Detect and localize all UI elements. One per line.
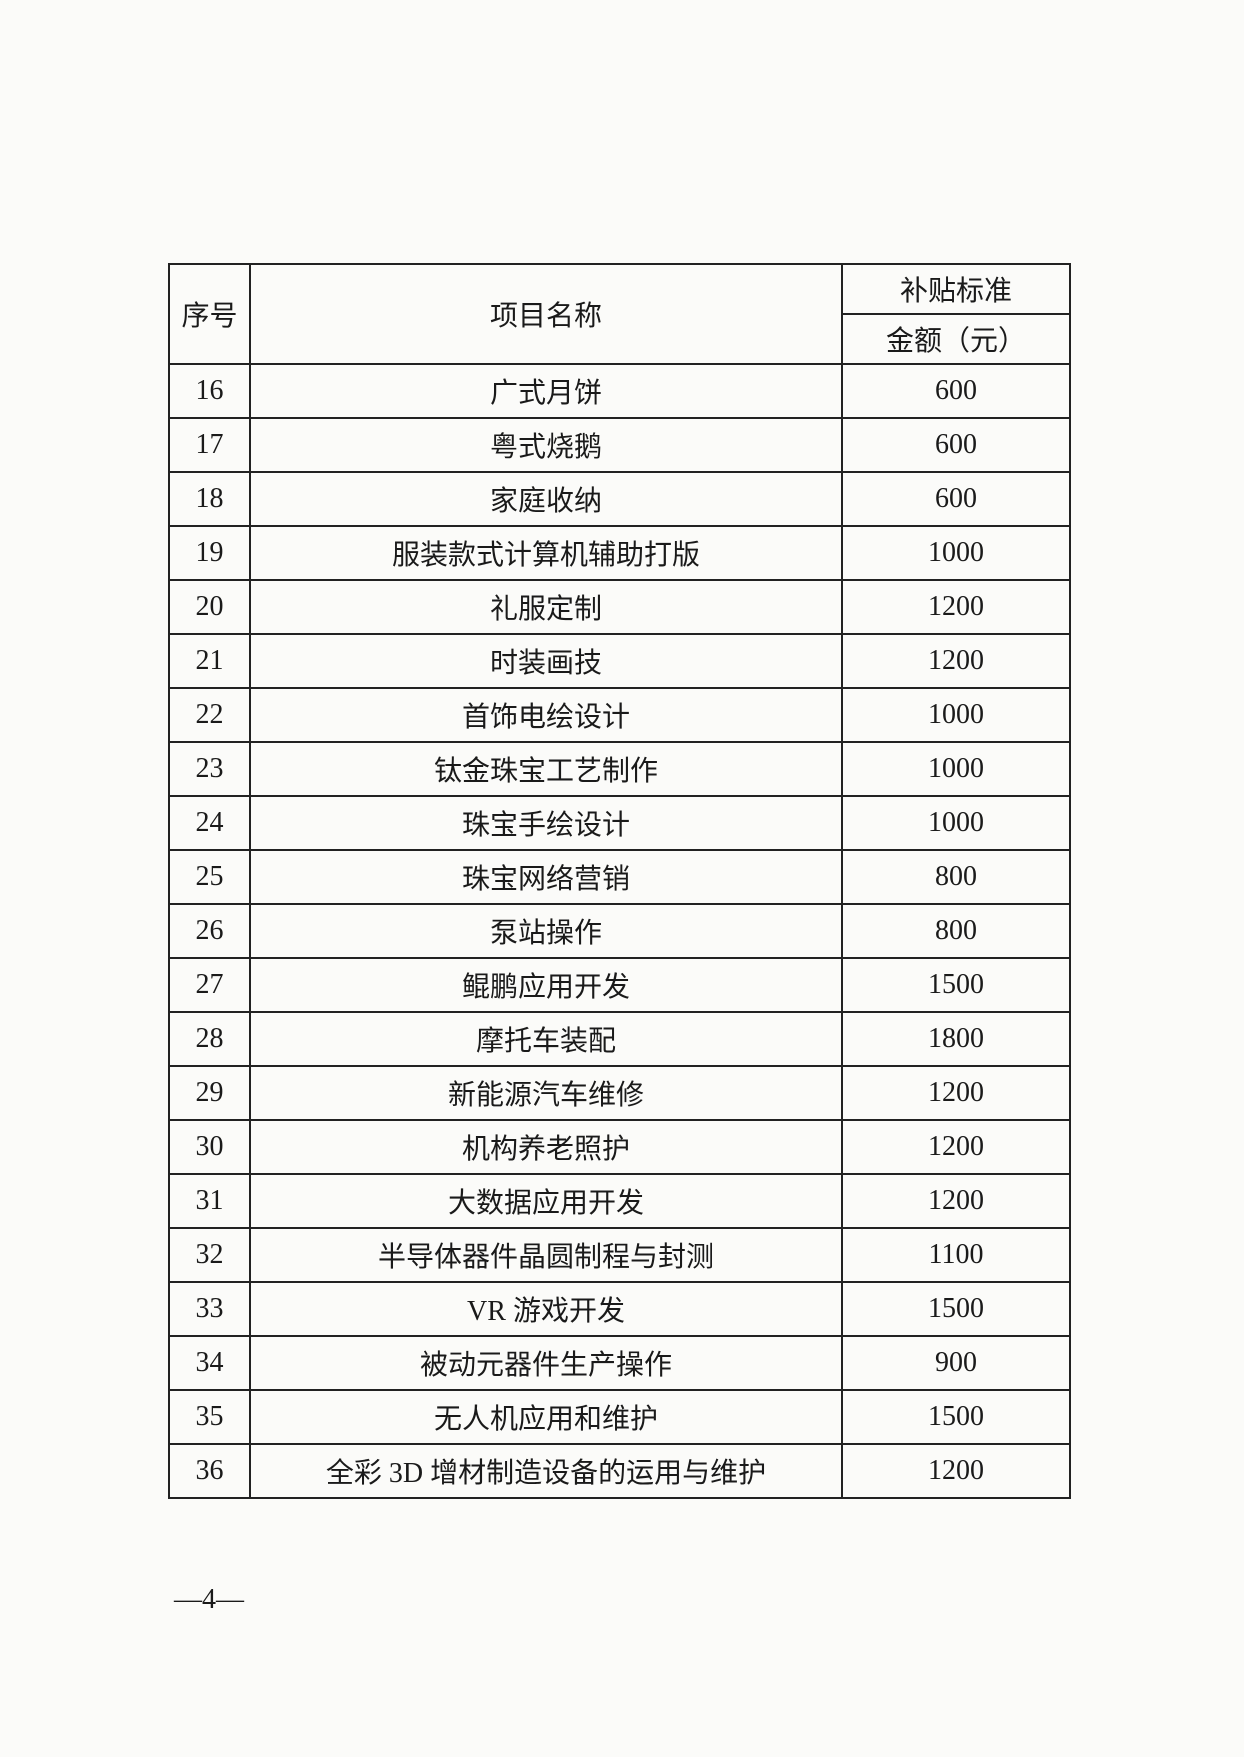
row-index: 25	[168, 849, 251, 905]
header-name: 项目名称	[249, 263, 843, 365]
table-row: 17 粤式烧鹅 600	[168, 417, 1071, 473]
row-amount: 1000	[841, 795, 1071, 851]
table-row: 20 礼服定制 1200	[168, 579, 1071, 635]
subsidy-table: 序号 项目名称 补贴标准 金额（元） 16 广式月饼 600 17 粤式烧鹅 600 18 家…	[168, 263, 1071, 1499]
table-row: 21 时装画技 1200	[168, 633, 1071, 689]
row-amount: 900	[841, 1335, 1071, 1391]
row-index: 26	[168, 903, 251, 959]
row-index: 17	[168, 417, 251, 473]
row-index: 24	[168, 795, 251, 851]
row-amount: 1200	[841, 579, 1071, 635]
table-row: 22 首饰电绘设计 1000	[168, 687, 1071, 743]
row-amount: 800	[841, 849, 1071, 905]
row-name: 无人机应用和维护	[249, 1389, 843, 1445]
row-name: 新能源汽车维修	[249, 1065, 843, 1121]
row-amount: 1200	[841, 1065, 1071, 1121]
table-row: 27 鲲鹏应用开发 1500	[168, 957, 1071, 1013]
row-name: 首饰电绘设计	[249, 687, 843, 743]
row-index: 28	[168, 1011, 251, 1067]
row-name: 全彩 3D 增材制造设备的运用与维护	[249, 1443, 843, 1499]
table-row: 31 大数据应用开发 1200	[168, 1173, 1071, 1229]
row-amount: 1500	[841, 957, 1071, 1013]
row-index: 31	[168, 1173, 251, 1229]
row-name: 时装画技	[249, 633, 843, 689]
table-row: 30 机构养老照护 1200	[168, 1119, 1071, 1175]
row-name: 礼服定制	[249, 579, 843, 635]
row-index: 32	[168, 1227, 251, 1283]
row-amount: 600	[841, 471, 1071, 527]
row-name: 机构养老照护	[249, 1119, 843, 1175]
row-name: 珠宝网络营销	[249, 849, 843, 905]
row-amount: 600	[841, 417, 1071, 473]
row-amount: 1200	[841, 1443, 1071, 1499]
page-number: —4—	[174, 1584, 244, 1615]
table-row: 33 VR 游戏开发 1500	[168, 1281, 1071, 1337]
table-row: 36 全彩 3D 增材制造设备的运用与维护 1200	[168, 1443, 1071, 1499]
row-index: 33	[168, 1281, 251, 1337]
row-index: 16	[168, 363, 251, 419]
table-row: 28 摩托车装配 1800	[168, 1011, 1071, 1067]
row-index: 23	[168, 741, 251, 797]
row-amount: 1800	[841, 1011, 1071, 1067]
row-name: VR 游戏开发	[249, 1281, 843, 1337]
row-name: 广式月饼	[249, 363, 843, 419]
row-name: 鲲鹏应用开发	[249, 957, 843, 1013]
row-amount: 1200	[841, 1119, 1071, 1175]
row-name: 粤式烧鹅	[249, 417, 843, 473]
table-row: 29 新能源汽车维修 1200	[168, 1065, 1071, 1121]
row-index: 18	[168, 471, 251, 527]
row-index: 34	[168, 1335, 251, 1391]
row-amount: 1500	[841, 1281, 1071, 1337]
header-standard: 补贴标准	[841, 263, 1071, 315]
header-amount: 金额（元）	[841, 313, 1071, 365]
row-amount: 1200	[841, 633, 1071, 689]
table-row: 34 被动元器件生产操作 900	[168, 1335, 1071, 1391]
table-row: 26 泵站操作 800	[168, 903, 1071, 959]
row-amount: 1000	[841, 687, 1071, 743]
row-name: 被动元器件生产操作	[249, 1335, 843, 1391]
row-amount: 1200	[841, 1173, 1071, 1229]
row-name: 珠宝手绘设计	[249, 795, 843, 851]
row-index: 22	[168, 687, 251, 743]
table-row: 32 半导体器件晶圆制程与封测 1100	[168, 1227, 1071, 1283]
row-index: 19	[168, 525, 251, 581]
header-index: 序号	[168, 263, 251, 365]
row-name: 服装款式计算机辅助打版	[249, 525, 843, 581]
row-name: 摩托车装配	[249, 1011, 843, 1067]
row-amount: 1500	[841, 1389, 1071, 1445]
table-row: 16 广式月饼 600	[168, 363, 1071, 419]
row-index: 35	[168, 1389, 251, 1445]
row-index: 21	[168, 633, 251, 689]
row-index: 36	[168, 1443, 251, 1499]
row-index: 20	[168, 579, 251, 635]
row-index: 27	[168, 957, 251, 1013]
table-row: 35 无人机应用和维护 1500	[168, 1389, 1071, 1445]
row-name: 家庭收纳	[249, 471, 843, 527]
row-amount: 1000	[841, 741, 1071, 797]
row-index: 29	[168, 1065, 251, 1121]
table-row: 18 家庭收纳 600	[168, 471, 1071, 527]
row-amount: 800	[841, 903, 1071, 959]
row-name: 半导体器件晶圆制程与封测	[249, 1227, 843, 1283]
row-name: 大数据应用开发	[249, 1173, 843, 1229]
table-row: 23 钛金珠宝工艺制作 1000	[168, 741, 1071, 797]
row-amount: 1000	[841, 525, 1071, 581]
row-amount: 1100	[841, 1227, 1071, 1283]
row-name: 泵站操作	[249, 903, 843, 959]
row-name: 钛金珠宝工艺制作	[249, 741, 843, 797]
table-row: 24 珠宝手绘设计 1000	[168, 795, 1071, 851]
row-amount: 600	[841, 363, 1071, 419]
table-row: 19 服装款式计算机辅助打版 1000	[168, 525, 1071, 581]
row-index: 30	[168, 1119, 251, 1175]
table-row: 25 珠宝网络营销 800	[168, 849, 1071, 905]
